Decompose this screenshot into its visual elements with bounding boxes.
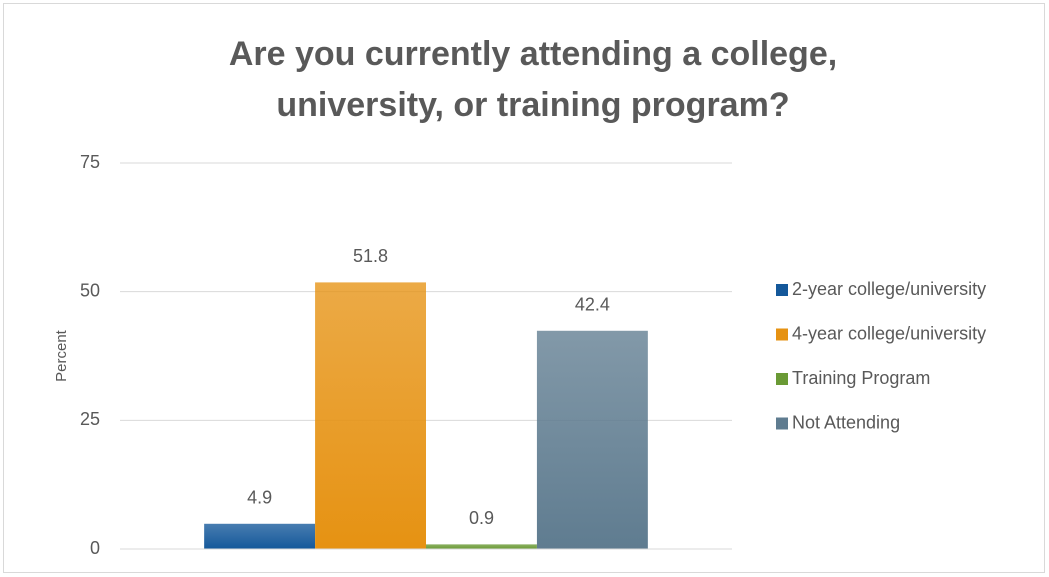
- chart-border: [3, 3, 1045, 573]
- legend-swatch: [776, 373, 788, 385]
- data-label: 42.4: [575, 295, 610, 315]
- data-label: 4.9: [247, 488, 272, 508]
- legend-label: Training Program: [792, 368, 930, 388]
- chart-title: Are you currently attending a college,: [229, 35, 837, 73]
- legend-label: 4-year college/university: [792, 323, 986, 343]
- data-label: 51.8: [353, 246, 388, 266]
- chart-title: university, or training program?: [276, 86, 789, 124]
- y-tick-label: 0: [90, 538, 100, 558]
- bar: [204, 523, 316, 549]
- y-tick-label: 75: [80, 152, 100, 172]
- legend-label: 2-year college/university: [792, 279, 986, 299]
- y-axis-label: Percent: [53, 329, 70, 382]
- legend-label: Not Attending: [792, 412, 900, 432]
- legend-swatch: [776, 284, 788, 296]
- bar: [426, 544, 537, 549]
- data-label: 0.9: [469, 508, 494, 528]
- legend-swatch: [776, 328, 788, 341]
- y-tick-label: 25: [80, 409, 100, 429]
- bar: [536, 330, 648, 549]
- legend-swatch: [776, 417, 788, 430]
- y-tick-label: 50: [80, 280, 100, 300]
- bar: [315, 282, 426, 549]
